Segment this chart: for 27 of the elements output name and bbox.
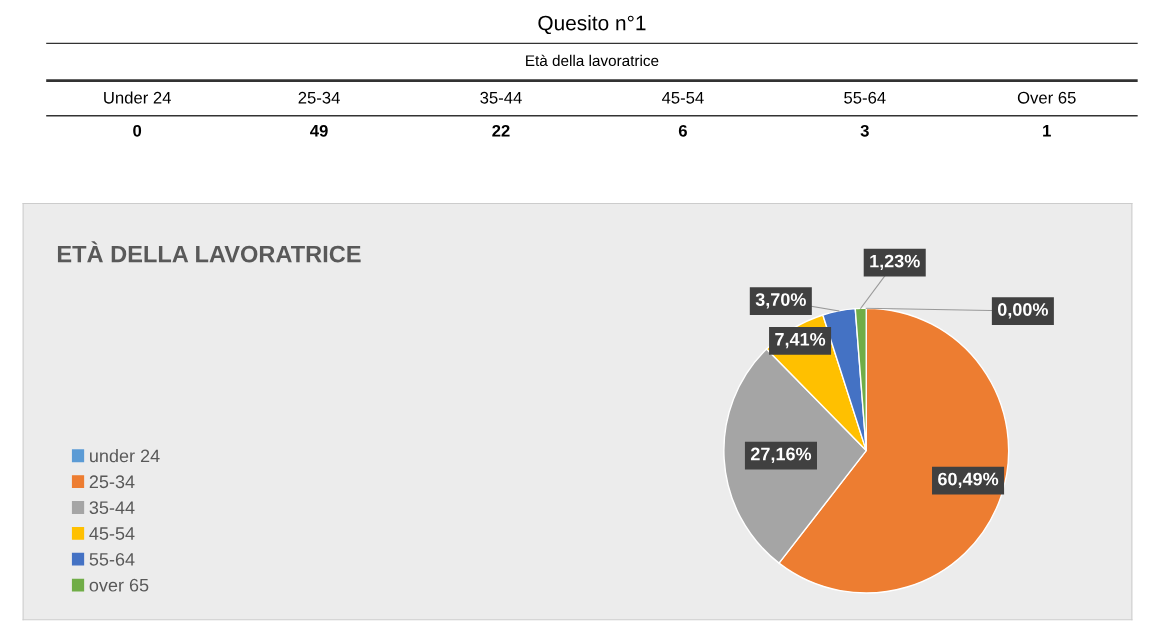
category-label: 35-44 bbox=[480, 91, 522, 104]
data-label: 60,49% bbox=[938, 472, 999, 489]
data-label: 1 bbox=[1043, 125, 1051, 137]
category-label: 25-34 bbox=[298, 91, 340, 104]
legend-label: 35-44 bbox=[89, 501, 135, 515]
text: Età della lavoratrice bbox=[526, 54, 659, 67]
data-label: 7,41% bbox=[775, 332, 826, 349]
data-label: 3 bbox=[860, 124, 869, 137]
category-label: 45-54 bbox=[661, 92, 704, 104]
legend-label: 55-64 bbox=[89, 552, 135, 566]
legend-label: over 65 bbox=[89, 578, 149, 592]
data-label: 0 bbox=[133, 124, 142, 137]
text: Quesito n°1 bbox=[538, 15, 646, 35]
category-label: 55-64 bbox=[844, 91, 886, 104]
legend-label: 45-54 bbox=[89, 527, 135, 540]
legend-label: under 24 bbox=[90, 449, 160, 463]
data-label: 3,70% bbox=[755, 293, 806, 309]
data-label: 1,23% bbox=[870, 254, 920, 271]
data-label: 22 bbox=[492, 124, 510, 137]
data-label: 6 bbox=[678, 124, 687, 137]
data-label: 49 bbox=[310, 124, 328, 137]
chart-title: ETÀ DELLA LAVORATRICE bbox=[57, 241, 361, 263]
category-label: Over 65 bbox=[1017, 91, 1076, 104]
text: 0,00% bbox=[997, 303, 1048, 319]
legend-label: 25-34 bbox=[89, 475, 135, 489]
data-label: 27,16% bbox=[750, 447, 812, 464]
category-label: Under 24 bbox=[104, 91, 171, 104]
